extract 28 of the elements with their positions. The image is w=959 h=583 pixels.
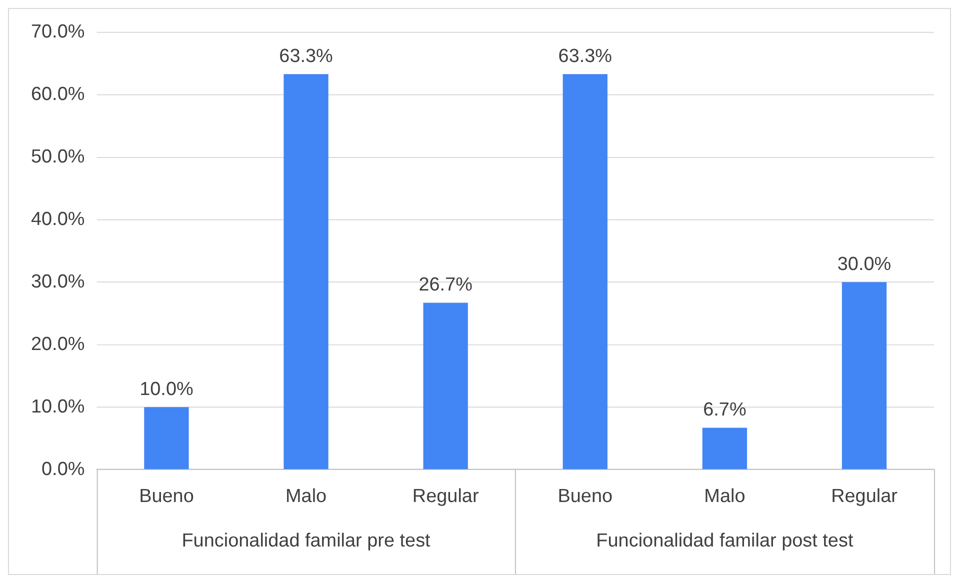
bar: [562, 74, 608, 470]
x-tick-label: Bueno: [139, 486, 194, 508]
y-tick-label: 0.0%: [42, 458, 85, 480]
bar: [284, 74, 328, 470]
data-label: 6.7%: [703, 400, 746, 420]
data-label: 26.7%: [418, 274, 473, 296]
y-tick-label: 20.0%: [30, 334, 85, 355]
data-label: 63.3%: [558, 46, 612, 67]
x-tick-label: Malo: [285, 486, 327, 508]
x-tick-label: Bueno: [558, 486, 613, 508]
bar: [842, 282, 887, 470]
y-tick-label: 60.0%: [30, 84, 85, 105]
data-label: 10.0%: [140, 378, 194, 400]
y-tick-label: 10.0%: [30, 396, 85, 418]
y-tick-label: 40.0%: [30, 208, 85, 230]
y-tick-label: 50.0%: [30, 146, 85, 168]
text: Funcionalidad familar post test: [596, 530, 854, 552]
data-label: 63.3%: [279, 46, 334, 67]
x-tick-label: Regular: [831, 486, 898, 508]
x-tick-label: Regular: [412, 486, 479, 508]
bar: [423, 302, 468, 470]
y-tick-label: 70.0%: [30, 22, 85, 43]
y-tick-label: 30.0%: [30, 271, 85, 292]
data-label: 30.0%: [837, 254, 892, 275]
bar: [144, 407, 189, 470]
bar: [702, 428, 748, 470]
text: Funcionalidad familar pre test: [182, 530, 432, 552]
x-tick-label: Malo: [704, 486, 746, 508]
